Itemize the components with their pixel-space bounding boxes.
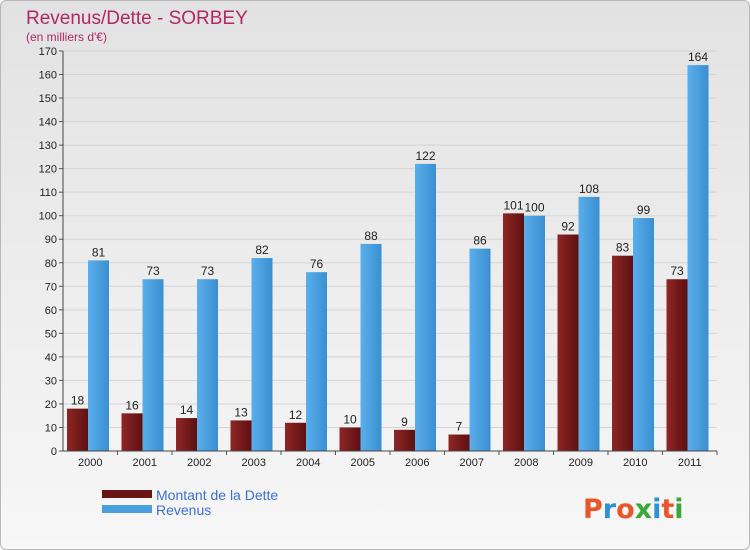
x-tick-label-2000: 2000 [78,457,102,469]
y-tick-label: 30 [45,375,57,387]
data-label-revenus-2010: 99 [637,203,651,217]
y-tick-label: 0 [51,446,57,458]
bar-dette-2005 [339,427,361,451]
y-tick-label: 80 [45,258,57,270]
x-tick-label-2010: 2010 [623,457,647,469]
x-tick-label-2011: 2011 [678,457,702,469]
x-tick-label-2003: 2003 [242,457,266,469]
y-tick-label: 50 [45,328,57,340]
grid [63,50,717,452]
bars [67,65,709,452]
bar-revenus-2007 [469,248,491,451]
data-label-dette-2011: 73 [670,264,684,278]
logo-letter: x [635,494,652,525]
logo-letter: i [674,494,683,525]
data-label-revenus-2009: 108 [579,182,599,196]
data-label-revenus-2006: 122 [415,149,435,163]
chart-subtitle: (en milliers d'€) [26,30,107,44]
data-label-dette-2000: 18 [71,394,85,408]
bar-dette-2002 [176,418,197,451]
y-tick-label: 130 [39,140,57,152]
bar-dette-2010 [612,255,633,451]
data-label-dette-2003: 13 [234,405,248,419]
bar-dette-2006 [394,429,415,451]
bar-revenus-2008 [524,215,545,451]
data-label-revenus-2003: 82 [255,243,269,257]
data-label-dette-2006: 9 [401,415,408,429]
data-label-dette-2009: 92 [561,220,575,234]
x-tick-label-2009: 2009 [569,457,593,469]
bar-revenus-2003 [251,258,273,451]
proxiti-logo: Proxiti [583,494,684,525]
data-label-revenus-2004: 76 [310,257,324,271]
legend-label-dette: Montant de la Dette [156,487,278,503]
logo-letter: t [661,494,674,525]
data-label-revenus-2000: 81 [92,245,106,259]
bar-dette-2007 [448,434,470,451]
axes: 0 10 20 30 40 50 60 70 80 90 100 110 120 130 140 150 160… [39,46,718,469]
x-tick-label-2006: 2006 [405,457,429,469]
logo-letter: P [583,494,603,525]
y-tick-label: 150 [39,93,57,105]
bar-revenus-2009 [578,196,600,451]
y-tick-label: 40 [45,352,57,364]
data-label-revenus-2001: 73 [146,264,160,278]
y-tick-label: 160 [39,70,57,82]
legend-swatch-dette [102,490,152,498]
data-label-revenus-2011: 164 [688,50,708,64]
x-tick-label-2005: 2005 [351,457,375,469]
chart-title: Revenus/Dette - SORBEY [26,8,248,29]
x-tick-label-2002: 2002 [187,457,211,469]
bar-revenus-2000 [88,260,109,451]
data-label-revenus-2005: 88 [364,229,378,243]
y-tick-label: 170 [39,46,57,58]
logo-letter: i [652,494,661,525]
x-tick-label-2008: 2008 [514,457,538,469]
y-tick-label: 120 [39,164,57,176]
logo-letter: r [603,494,617,525]
data-label-dette-2002: 14 [180,403,194,417]
data-label-dette-2008: 101 [503,198,523,212]
bar-dette-2011 [666,279,688,451]
x-tick-label-2007: 2007 [460,457,484,469]
y-tick-label: 90 [45,234,57,246]
bar-revenus-2006 [415,163,436,452]
bar-dette-2001 [121,413,143,451]
data-label-dette-2004: 12 [289,408,303,422]
y-tick-label: 100 [39,211,57,223]
bar-revenus-2001 [142,279,164,451]
data-label-dette-2005: 10 [343,412,357,426]
y-tick-label: 140 [39,117,57,129]
bar-revenus-2010 [633,218,654,451]
y-tick-label: 10 [45,422,57,434]
bar-dette-2000 [67,408,88,451]
y-tick-label: 110 [39,187,57,199]
x-tick-label-2001: 2001 [133,457,157,469]
bar-revenus-2005 [360,243,382,451]
data-labels: 18 81 16 73 14 73 13 82 12 76 10 88 9 122 7 86 101 100 92 1… [71,50,709,433]
bar-dette-2004 [285,422,306,451]
bar-revenus-2004 [306,272,327,451]
x-tick-label-2004: 2004 [296,457,320,469]
y-tick-label: 20 [45,399,57,411]
bar-dette-2008 [503,213,524,451]
logo-letter: o [616,494,635,525]
y-tick-label: 60 [45,305,57,317]
bar-revenus-2002 [197,279,218,451]
data-label-dette-2010: 83 [616,241,630,255]
bar-revenus-2011 [687,65,709,451]
bar-dette-2009 [557,234,579,451]
legend-swatch-revenus [102,505,152,513]
bar-dette-2003 [230,420,252,451]
data-label-revenus-2002: 73 [201,264,215,278]
data-label-revenus-2007: 86 [473,234,487,248]
data-label-dette-2007: 7 [456,420,463,434]
y-tick-label: 70 [45,281,57,293]
legend: Montant de la Dette Revenus [102,487,278,518]
data-label-dette-2001: 16 [125,398,139,412]
data-label-revenus-2008: 100 [524,201,544,215]
legend-label-revenus: Revenus [156,502,211,518]
